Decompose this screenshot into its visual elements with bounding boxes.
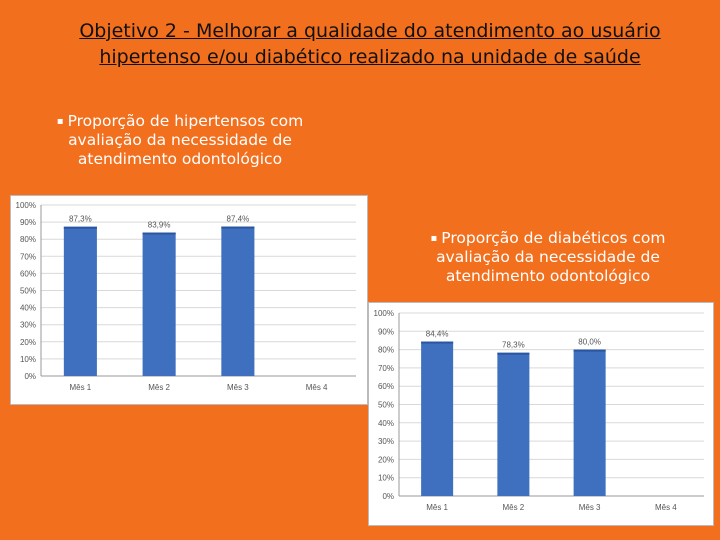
y-tick-label: 60% bbox=[20, 269, 36, 278]
bar bbox=[573, 349, 606, 496]
x-tick-label: Mês 1 bbox=[426, 503, 448, 512]
y-tick-label: 50% bbox=[378, 401, 394, 410]
bar-top bbox=[221, 226, 255, 229]
data-label: 87,4% bbox=[227, 215, 250, 224]
x-tick-label: Mês 3 bbox=[227, 383, 249, 392]
bar-top bbox=[573, 349, 606, 352]
chart-diabeticos-svg: 0% 10% 20% 30% 40% 50% 60% 70% 80% 90% 100% 84,4% Mê… bbox=[374, 309, 704, 512]
x-tick-label: Mês 1 bbox=[69, 383, 91, 392]
chart-diabeticos: 0% 10% 20% 30% 40% 50% 60% 70% 80% 90% 100% 84,4% Mê… bbox=[368, 302, 714, 526]
x-tick-label: Mês 2 bbox=[148, 383, 170, 392]
bar-top bbox=[63, 226, 97, 229]
data-label: 78,3% bbox=[502, 341, 525, 350]
y-tick-label: 70% bbox=[378, 364, 394, 373]
y-tick-label: 10% bbox=[378, 474, 394, 483]
data-label: 80,0% bbox=[578, 338, 601, 347]
bar bbox=[63, 226, 97, 376]
bar-top bbox=[421, 341, 454, 344]
y-tick-label: 30% bbox=[20, 321, 36, 330]
y-tick-label: 20% bbox=[378, 455, 394, 464]
y-tick-label: 70% bbox=[20, 252, 36, 261]
y-tick-label: 50% bbox=[20, 287, 36, 296]
bar-top bbox=[497, 352, 530, 355]
bar bbox=[142, 232, 176, 376]
chart-hipertensos: 0% 10% 20% 30% 40% 50% 60% 70% 80% 90% 100% 87,3% Mê… bbox=[10, 195, 368, 405]
bullet-diabeticos: ▪ Proporção de diabéticos com avaliação d… bbox=[408, 229, 688, 286]
y-tick-label: 40% bbox=[378, 419, 394, 428]
x-tick-label: Mês 2 bbox=[502, 503, 524, 512]
data-label: 84,4% bbox=[426, 330, 449, 339]
y-tick-label: 0% bbox=[24, 372, 36, 381]
bullet-dot-icon: ▪ bbox=[430, 233, 438, 244]
y-tick-label: 20% bbox=[20, 338, 36, 347]
data-label: 87,3% bbox=[69, 215, 92, 224]
data-label: 83,9% bbox=[148, 221, 171, 230]
y-tick-label: 0% bbox=[382, 492, 394, 501]
chart-hipertensos-svg: 0% 10% 20% 30% 40% 50% 60% 70% 80% 90% 100% 87,3% Mê… bbox=[16, 201, 356, 392]
bar bbox=[421, 341, 454, 496]
y-tick-label: 60% bbox=[378, 382, 394, 391]
y-tick-label: 80% bbox=[20, 235, 36, 244]
bullet-hipertensos: ▪ Proporção de hipertensos com avaliação … bbox=[30, 112, 330, 169]
y-tick-label: 10% bbox=[20, 355, 36, 364]
y-tick-label: 100% bbox=[374, 309, 394, 318]
y-tick-label: 30% bbox=[378, 437, 394, 446]
x-tick-label: Mês 3 bbox=[579, 503, 601, 512]
y-tick-label: 100% bbox=[16, 201, 36, 210]
bullet-diabeticos-text: Proporção de diabéticos com avaliação da… bbox=[436, 229, 666, 285]
bullet-hipertensos-text: Proporção de hipertensos com avaliação d… bbox=[67, 112, 304, 168]
bullet-dot-icon: ▪ bbox=[56, 116, 64, 127]
y-tick-label: 90% bbox=[20, 218, 36, 227]
y-tick-label: 80% bbox=[378, 346, 394, 355]
bar bbox=[221, 226, 255, 376]
x-tick-label: Mês 4 bbox=[655, 503, 677, 512]
y-tick-label: 90% bbox=[378, 327, 394, 336]
slide-title: Objetivo 2 - Melhorar a qualidade do ate… bbox=[79, 20, 661, 68]
x-tick-label: Mês 4 bbox=[306, 383, 328, 392]
bar bbox=[497, 352, 530, 496]
bar-top bbox=[142, 232, 176, 235]
y-tick-label: 40% bbox=[20, 304, 36, 313]
